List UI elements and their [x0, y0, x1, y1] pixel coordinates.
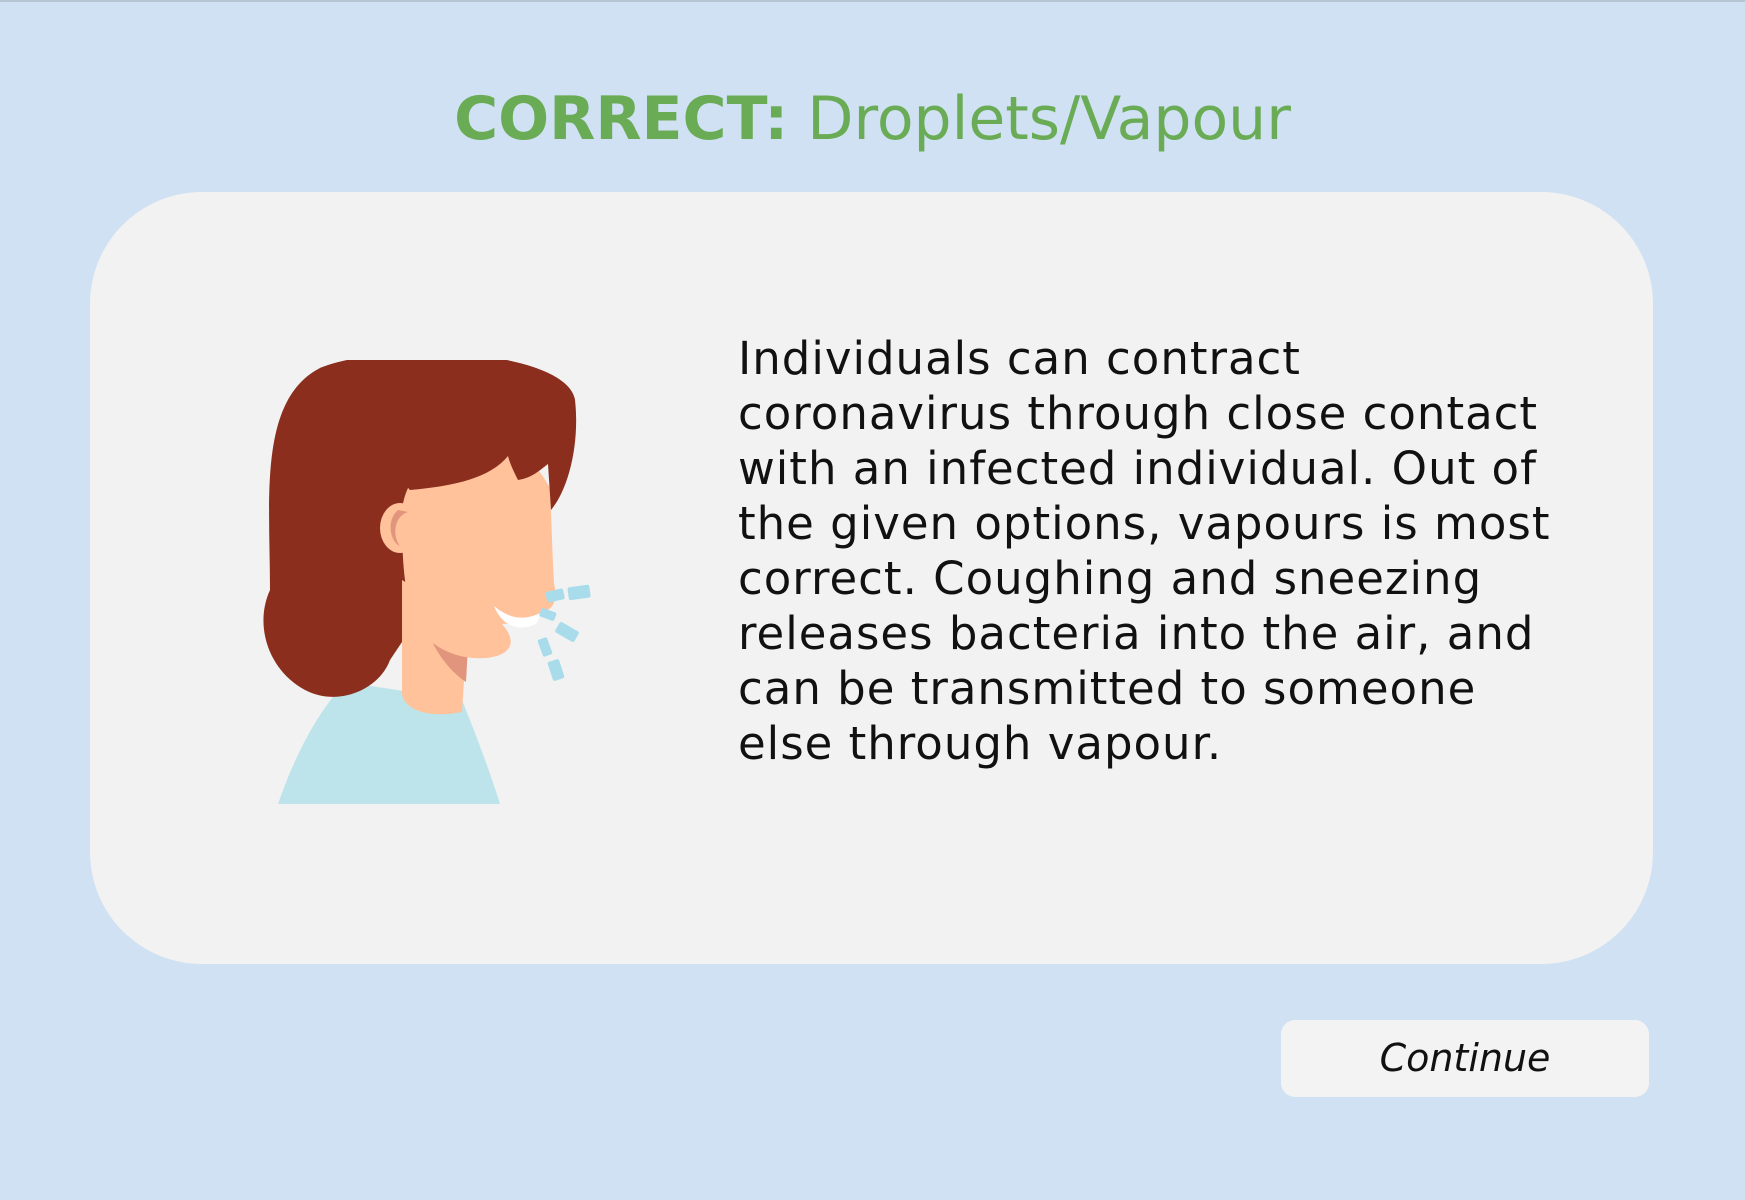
- result-answer: Droplets/Vapour: [807, 84, 1291, 154]
- shirt-shape: [278, 682, 500, 804]
- face-shape: [401, 441, 556, 659]
- ear-shape: [380, 503, 420, 553]
- droplet-shape: [545, 588, 565, 603]
- explanation-text: Individuals can contract coronavirus thr…: [738, 332, 1551, 770]
- droplet-shape: [547, 659, 565, 681]
- ear-inner-shape: [390, 510, 408, 546]
- coughing-person-icon: [263, 360, 591, 804]
- mouth-shape: [494, 606, 542, 628]
- top-border: [0, 0, 1745, 2]
- droplet-shape: [539, 608, 557, 621]
- continue-button[interactable]: Continue: [1281, 1020, 1649, 1097]
- hair-bangs-shape: [320, 360, 577, 510]
- droplet-shape: [555, 622, 579, 642]
- result-verdict: CORRECT:: [454, 84, 789, 154]
- droplet-shape: [537, 637, 553, 657]
- result-title: CORRECT: Droplets/Vapour: [0, 78, 1745, 160]
- droplet-shape: [567, 584, 591, 601]
